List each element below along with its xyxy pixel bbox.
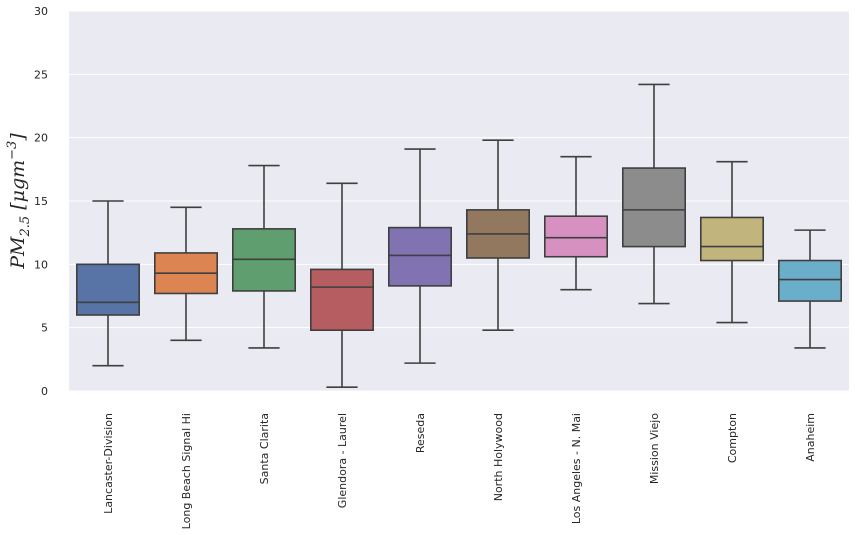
box-2 bbox=[232, 164, 297, 349]
x-tick-label-8: Compton bbox=[726, 413, 739, 463]
x-tick-label-1: Long Beach Signal Hi bbox=[180, 413, 193, 529]
box-3 bbox=[309, 182, 374, 389]
box-4 bbox=[387, 148, 452, 364]
box-series bbox=[76, 83, 842, 389]
ylabel-open-bracket: [ bbox=[7, 202, 29, 216]
box-body bbox=[699, 216, 764, 262]
x-tick-label-6: Los Angeles - N. Mai bbox=[570, 413, 583, 524]
x-tick-label-0: Lancaster-Division bbox=[102, 413, 115, 514]
x-tick-label-9: Anaheim bbox=[804, 413, 817, 462]
x-tick-label-3: Glendora - Laurel bbox=[336, 413, 349, 508]
box-5 bbox=[465, 139, 530, 332]
box-body bbox=[76, 263, 141, 316]
box-9 bbox=[777, 229, 842, 349]
y-tick-label-10: 10 bbox=[34, 258, 48, 271]
y-axis-label: PM2.5 [μgm−3] bbox=[5, 133, 33, 270]
ylabel-subscript: 2.5 bbox=[18, 216, 33, 238]
y-tick-label-30: 30 bbox=[34, 5, 48, 18]
ylabel-base: PM bbox=[7, 236, 29, 270]
box-6 bbox=[543, 155, 608, 291]
box-1 bbox=[154, 206, 219, 342]
x-tick-label-4: Reseda bbox=[414, 413, 427, 453]
box-body bbox=[543, 215, 608, 258]
box-8 bbox=[699, 160, 764, 324]
ylabel-superscript: −3 bbox=[5, 141, 20, 160]
y-tick-label-0: 0 bbox=[41, 385, 48, 398]
box-body bbox=[309, 268, 374, 331]
x-tick-label-7: Mission Viejo bbox=[648, 413, 661, 484]
y-tick-label-5: 5 bbox=[41, 322, 48, 335]
y-tick-label-20: 20 bbox=[34, 132, 48, 145]
y-axis-ticks: 0 5 10 15 20 25 30 bbox=[34, 5, 48, 398]
box-body bbox=[387, 226, 452, 287]
x-axis-ticks: Lancaster-Division Long Beach Signal Hi Sa… bbox=[102, 413, 817, 530]
box-7 bbox=[621, 83, 686, 305]
box-body bbox=[777, 259, 842, 302]
ylabel-close-bracket: ] bbox=[7, 133, 29, 142]
box-body bbox=[621, 167, 686, 248]
x-tick-label-5: North Holywood bbox=[492, 413, 505, 501]
box-0 bbox=[76, 200, 141, 367]
y-tick-label-15: 15 bbox=[34, 195, 48, 208]
y-tick-label-25: 25 bbox=[34, 68, 48, 81]
x-tick-label-2: Santa Clarita bbox=[258, 413, 271, 484]
ylabel-unit: μgm bbox=[7, 160, 29, 203]
